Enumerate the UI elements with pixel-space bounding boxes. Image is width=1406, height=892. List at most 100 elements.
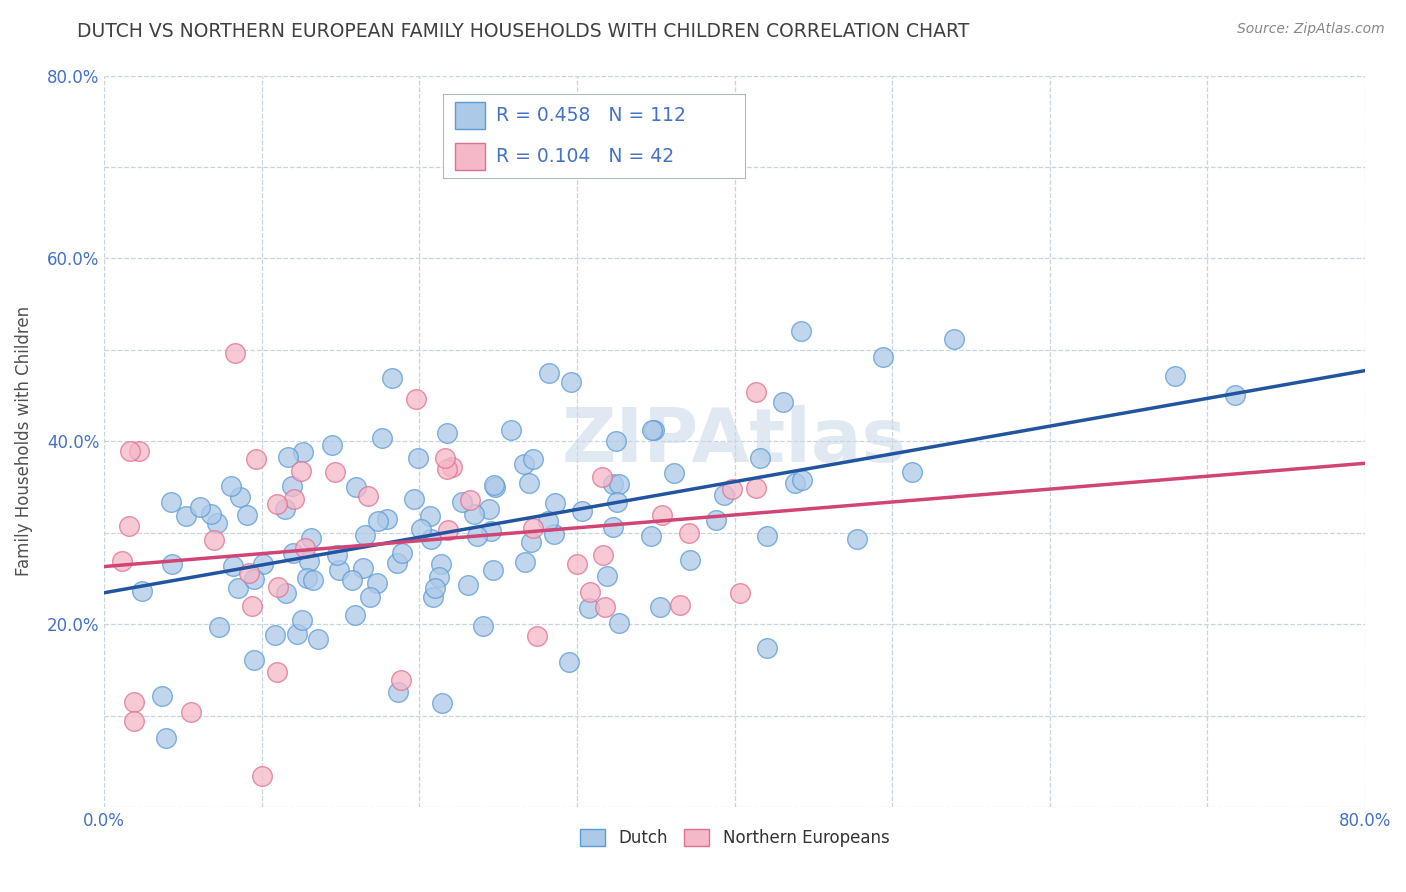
Point xyxy=(704,513,727,527)
Point xyxy=(436,425,458,440)
Point xyxy=(558,655,581,669)
Point xyxy=(174,508,197,523)
Point xyxy=(579,584,602,599)
Point xyxy=(359,590,381,604)
Point xyxy=(943,332,966,346)
Legend: Dutch, Northern Europeans: Dutch, Northern Europeans xyxy=(574,822,896,854)
Point xyxy=(307,632,329,647)
Point xyxy=(128,443,150,458)
Point xyxy=(679,553,702,567)
Point xyxy=(281,546,304,560)
Point xyxy=(389,673,412,687)
Point xyxy=(522,521,544,535)
Point xyxy=(252,769,274,783)
Point xyxy=(436,462,458,476)
Point xyxy=(283,492,305,507)
Point xyxy=(790,473,813,487)
Point xyxy=(479,524,502,538)
Point xyxy=(522,452,544,467)
Point xyxy=(110,554,132,568)
Point xyxy=(423,581,446,595)
Point xyxy=(543,527,565,541)
Point xyxy=(441,459,464,474)
Point xyxy=(648,600,671,615)
Point xyxy=(122,714,145,728)
Point xyxy=(605,434,627,448)
Point xyxy=(371,431,394,445)
Point xyxy=(526,629,548,643)
Point xyxy=(596,569,619,583)
Point xyxy=(302,573,325,587)
Point xyxy=(430,696,453,710)
Point xyxy=(292,445,315,459)
Point xyxy=(901,466,924,480)
Point xyxy=(1164,368,1187,383)
Point xyxy=(749,450,772,465)
Point xyxy=(367,514,389,528)
Point xyxy=(436,523,458,537)
Point xyxy=(499,423,522,437)
Point xyxy=(238,566,260,580)
Point xyxy=(430,557,453,571)
Point xyxy=(266,665,288,679)
Point xyxy=(204,533,226,548)
Point xyxy=(299,531,322,545)
Point xyxy=(607,616,630,631)
Point xyxy=(728,586,751,600)
Point xyxy=(366,576,388,591)
Point xyxy=(280,479,302,493)
Point xyxy=(285,627,308,641)
Point xyxy=(200,507,222,521)
Point xyxy=(353,528,375,542)
Point xyxy=(463,507,485,521)
Point xyxy=(122,695,145,709)
Point xyxy=(391,546,413,560)
Point xyxy=(180,705,202,719)
Point xyxy=(640,529,662,543)
Point xyxy=(291,613,314,627)
Text: ZIPAtlas: ZIPAtlas xyxy=(562,405,907,478)
Point xyxy=(387,685,409,699)
Point xyxy=(662,467,685,481)
Point xyxy=(745,385,768,400)
Point xyxy=(343,608,366,623)
Point xyxy=(118,519,141,533)
Point xyxy=(513,458,536,472)
Point xyxy=(290,464,312,478)
Point xyxy=(160,494,183,508)
Point xyxy=(242,572,264,586)
Point xyxy=(264,628,287,642)
Point xyxy=(242,653,264,667)
Point xyxy=(595,600,617,615)
Point xyxy=(222,558,245,573)
Point xyxy=(205,516,228,530)
Point xyxy=(419,509,441,524)
Point xyxy=(381,370,404,384)
Point xyxy=(745,481,768,495)
Point xyxy=(607,477,630,491)
Point xyxy=(375,512,398,526)
Point xyxy=(434,450,457,465)
Point xyxy=(277,450,299,464)
Text: R = 0.104   N = 42: R = 0.104 N = 42 xyxy=(496,147,673,166)
Point xyxy=(295,571,318,585)
Point xyxy=(328,564,350,578)
Point xyxy=(651,508,673,522)
FancyBboxPatch shape xyxy=(456,103,485,129)
Point xyxy=(150,689,173,703)
Point xyxy=(402,491,425,506)
Point xyxy=(120,444,142,458)
Point xyxy=(846,532,869,546)
Text: Source: ZipAtlas.com: Source: ZipAtlas.com xyxy=(1237,22,1385,37)
Point xyxy=(155,731,177,745)
Point xyxy=(236,508,259,522)
Point xyxy=(427,570,450,584)
Point xyxy=(520,535,543,549)
Point xyxy=(482,477,505,491)
Point xyxy=(669,599,692,613)
Point xyxy=(578,601,600,615)
Point xyxy=(537,514,560,528)
Point xyxy=(515,555,537,569)
Point xyxy=(274,501,297,516)
Point xyxy=(472,618,495,632)
